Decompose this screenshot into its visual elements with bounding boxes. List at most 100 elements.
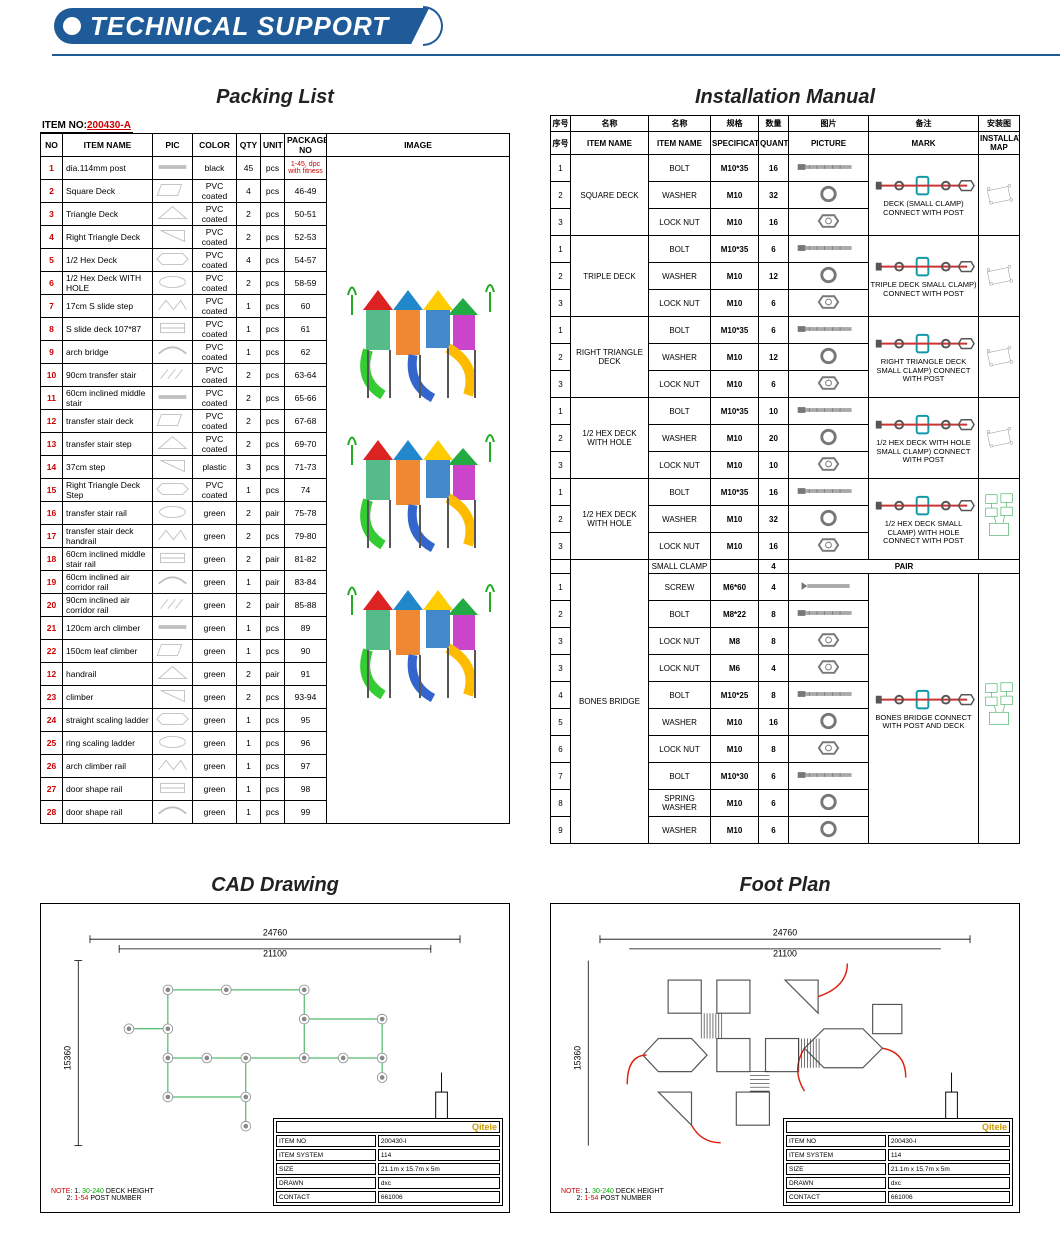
cell-no: 28 — [41, 801, 63, 824]
cell-qty: 1 — [237, 778, 261, 801]
cell-color: PVC coated — [193, 295, 237, 318]
cell-qty: 4 — [759, 560, 789, 574]
table-row: 1dia.114mm postblack45pcs1-45, dpc with … — [41, 157, 510, 180]
table-row: 1TRIPLE DECKBOLTM10*356 TRIPLE DECK SMAL… — [551, 236, 1020, 263]
cell-color: green — [193, 709, 237, 732]
cell-pic — [153, 617, 193, 640]
cell-qty: 16 — [759, 209, 789, 236]
cell-no: 2 — [41, 180, 63, 203]
mark-diagram-icon — [870, 254, 977, 279]
cell-hw-pic — [789, 709, 869, 736]
cell-unit: pcs — [261, 617, 285, 640]
cell-qty: 2 — [237, 387, 261, 410]
cell-unit: pcs — [261, 203, 285, 226]
cell-unit: pair — [261, 571, 285, 594]
cell-install-map — [979, 155, 1020, 236]
cell-pkg: 58-59 — [285, 272, 327, 295]
cell-qty: 1 — [237, 732, 261, 755]
cell-pkg: 63-64 — [285, 364, 327, 387]
cell-name: ring scaling ladder — [63, 732, 153, 755]
cell-pkg: 81-82 — [285, 548, 327, 571]
cell-pkg: 90 — [285, 640, 327, 663]
cell-qty: 16 — [759, 533, 789, 560]
cell-qty: 8 — [759, 682, 789, 709]
cell-mark: BONES BRIDGE CONNECT WITH POST AND DECK — [869, 574, 979, 844]
cell-qty: 2 — [237, 663, 261, 686]
cell-color: green — [193, 548, 237, 571]
cell-spec: M6*60 — [711, 574, 759, 601]
cell-qty: 2 — [237, 548, 261, 571]
cell-qty: 6 — [759, 763, 789, 790]
cell-color: green — [193, 755, 237, 778]
cell-name: 37cm step — [63, 456, 153, 479]
cell-pic — [153, 272, 193, 295]
playground-image-icon — [338, 270, 498, 410]
cell-no: 17 — [41, 525, 63, 548]
cell-unit: pcs — [261, 732, 285, 755]
cell-hw-pic — [789, 628, 869, 655]
cell-unit: pcs — [261, 686, 285, 709]
cell-name: 17cm S slide step — [63, 295, 153, 318]
cad-drawing-box: 24760 21100 15360 — [40, 903, 510, 1213]
cell-qty: 1 — [237, 341, 261, 364]
playground-image-icon — [338, 570, 498, 710]
cell-qty: 2 — [237, 502, 261, 525]
cell-name: Right Triangle Deck — [63, 226, 153, 249]
install-manual-section: Installation Manual 序号 名称 名称 规格 数量 图片 备注… — [550, 86, 1020, 844]
cell-no: 11 — [41, 387, 63, 410]
cell-no: 1 — [41, 157, 63, 180]
cell-qty: 2 — [237, 364, 261, 387]
cell-name: door shape rail — [63, 801, 153, 824]
cell-no: 24 — [41, 709, 63, 732]
cell-hw-pic — [789, 236, 869, 263]
cell-qty: 4 — [237, 180, 261, 203]
cell-idx: 3 — [551, 655, 571, 682]
cell-name: climber — [63, 686, 153, 709]
cell-color: PVC coated — [193, 272, 237, 295]
cell-hw-pic — [789, 452, 869, 479]
cell-idx: 1 — [551, 317, 571, 344]
cell-item: LOCK NUT — [649, 628, 711, 655]
cell-qty: 8 — [759, 601, 789, 628]
cell-unit: pcs — [261, 272, 285, 295]
banner-title: TECHNICAL SUPPORT — [72, 8, 429, 44]
foot-title-block: QiteleITEM NO200430-IITEM SYSTEM114SIZE2… — [783, 1118, 1013, 1206]
cell-install-map — [979, 398, 1020, 479]
cell-qty: 6 — [759, 790, 789, 817]
cell-name: S slide deck 107*87 — [63, 318, 153, 341]
cell-idx: 1 — [551, 479, 571, 506]
cell-pic — [153, 663, 193, 686]
cell-unit: pcs — [261, 433, 285, 456]
cell-pkg: 85-88 — [285, 594, 327, 617]
cell-unit: pcs — [261, 157, 285, 180]
cell-spec: M10 — [711, 790, 759, 817]
cell-idx — [551, 560, 571, 574]
foot-note: NOTE: 1. 30-240 DECK HEIGHT 2: 1-54 POST… — [561, 1188, 664, 1202]
cell-unit: pcs — [261, 801, 285, 824]
cell-unit: pair — [261, 594, 285, 617]
cell-color: PVC coated — [193, 433, 237, 456]
cell-idx: 3 — [551, 290, 571, 317]
cell-color: PVC coated — [193, 479, 237, 502]
cell-hw-pic — [789, 317, 869, 344]
cell-mark: 1/2 HEX DECK SMALL CLAMP) WITH HOLE CONN… — [869, 479, 979, 560]
cell-spec: M10 — [711, 209, 759, 236]
cell-name: transfer stair deck handrail — [63, 525, 153, 548]
cell-pic — [153, 732, 193, 755]
item-no-label: ITEM NO:200430-A — [40, 119, 133, 133]
cell-unit: pcs — [261, 295, 285, 318]
cell-qty: 1 — [237, 640, 261, 663]
cell-pkg: 52-53 — [285, 226, 327, 249]
cell-item: WASHER — [649, 182, 711, 209]
cell-name: 150cm leaf climber — [63, 640, 153, 663]
cell-color: PVC coated — [193, 387, 237, 410]
cell-no: 19 — [41, 571, 63, 594]
cell-group: RIGHT TRIANGLE DECK — [571, 317, 649, 398]
cell-pic — [153, 548, 193, 571]
packing-list-section: Packing List ITEM NO:200430-A NO ITEM NA… — [40, 86, 510, 844]
table-row: 1SQUARE DECKBOLTM10*3516 DECK (SMALL CLA… — [551, 155, 1020, 182]
cell-qty: 16 — [759, 155, 789, 182]
cell-pic — [153, 180, 193, 203]
cell-pic — [153, 686, 193, 709]
cell-hw-pic — [789, 290, 869, 317]
